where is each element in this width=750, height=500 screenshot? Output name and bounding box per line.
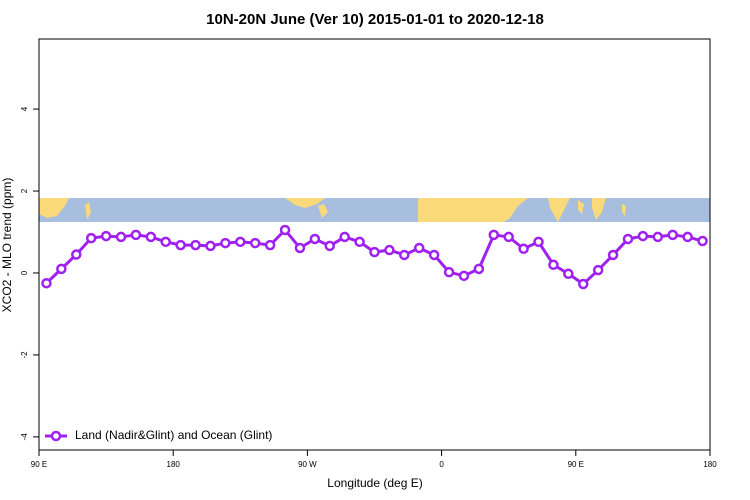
- point: [473, 263, 485, 275]
- point: [533, 236, 544, 248]
- point: [548, 259, 559, 271]
- point: [384, 244, 395, 256]
- point: [697, 235, 708, 247]
- point: [354, 236, 365, 248]
- point: [324, 240, 336, 252]
- x-tick-label: 90 E: [568, 460, 584, 469]
- plot-frame: [38, 38, 711, 451]
- point: [56, 263, 67, 275]
- x-tick-label: 180: [703, 460, 717, 469]
- point: [399, 249, 410, 261]
- y-tick-label: 0: [20, 270, 29, 275]
- point: [413, 242, 425, 254]
- point: [488, 229, 500, 241]
- chart-title: 10N-20N June (Ver 10) 2015-01-01 to 2020…: [206, 11, 544, 28]
- point: [249, 237, 261, 249]
- point: [518, 243, 529, 255]
- point: [115, 231, 127, 243]
- point: [130, 229, 142, 241]
- point: [592, 264, 604, 276]
- point: [339, 231, 350, 243]
- point: [563, 268, 574, 280]
- x-tick-label: 90 E: [31, 460, 47, 469]
- y-tick-label: -2: [20, 351, 29, 359]
- point: [503, 231, 514, 243]
- point: [458, 270, 470, 282]
- map-strip: [39, 198, 710, 222]
- point: [145, 231, 157, 243]
- point: [175, 239, 186, 251]
- point: [309, 233, 321, 245]
- point: [235, 236, 246, 248]
- x-tick-label: 180: [167, 460, 181, 469]
- y-tick-label: -4: [20, 433, 29, 441]
- point: [160, 236, 171, 248]
- point: [369, 246, 380, 258]
- point: [652, 231, 664, 243]
- point: [428, 249, 440, 261]
- point: [85, 232, 97, 244]
- point: [41, 277, 52, 289]
- point: [205, 240, 216, 252]
- point: [637, 230, 649, 242]
- y-tick-label: 2: [20, 188, 29, 193]
- y-tick-label: 4: [20, 106, 29, 111]
- point: [279, 224, 291, 236]
- x-tick-label: 0: [439, 460, 444, 469]
- point: [578, 278, 589, 290]
- legend-marker: [50, 430, 62, 442]
- point: [71, 249, 82, 260]
- x-tick-label: 90 W: [298, 460, 317, 469]
- point: [220, 237, 231, 249]
- legend-label: Land (Nadir&Glint) and Ocean (Glint): [75, 428, 272, 442]
- point: [264, 239, 276, 251]
- point: [667, 229, 678, 241]
- point: [682, 231, 693, 243]
- point: [100, 230, 112, 242]
- point: [190, 239, 201, 251]
- point: [607, 249, 619, 261]
- point: [443, 266, 455, 278]
- y-axis-label: XCO2 - MLO trend (ppm): [0, 178, 14, 313]
- point: [294, 242, 306, 254]
- x-axis-label: Longitude (deg E): [327, 476, 422, 490]
- point: [622, 233, 634, 245]
